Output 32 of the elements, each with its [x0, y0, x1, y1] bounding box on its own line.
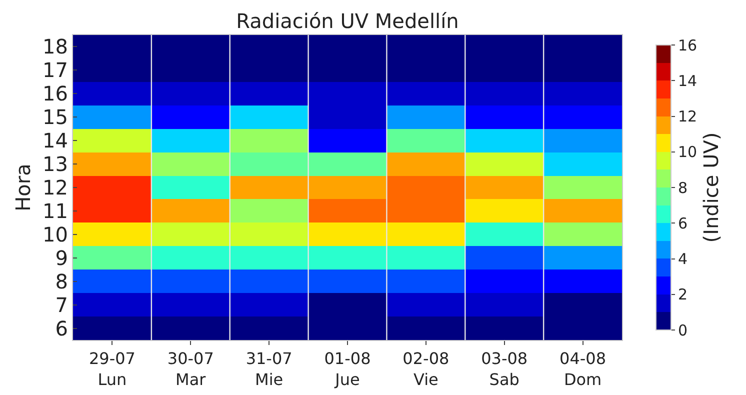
color-bar-title: (Indice UV) — [699, 132, 724, 243]
color-bar-label: 0 — [678, 321, 688, 340]
y-tick-label: 14 — [42, 128, 68, 153]
y-tick-label: 16 — [42, 82, 68, 106]
color-bar-label: 14 — [678, 72, 698, 90]
color-bar-label: 4 — [678, 250, 688, 268]
x-tick-label: 31-07 Mie — [246, 349, 292, 389]
color-bar-label: 8 — [678, 178, 688, 197]
y-tick-label: 13 — [42, 152, 68, 176]
color-bar-label: 10 — [678, 143, 698, 162]
x-tick-label: 04-08 Dom — [560, 349, 606, 389]
y-tick-label: 10 — [42, 222, 68, 246]
color-bar-label: 6 — [678, 214, 688, 232]
y-tick-label: 8 — [55, 269, 68, 294]
y-tick-label: 11 — [42, 198, 68, 223]
y-axis-title: Hora — [11, 164, 36, 212]
x-tick-label: 29-07 Lun — [88, 349, 136, 389]
x-tick-label: 01-08 Jue — [324, 349, 371, 389]
color-bar-label: 12 — [678, 108, 698, 126]
color-bar-label: 16 — [678, 36, 698, 54]
y-tick-label: 6 — [55, 316, 68, 340]
y-tick-label: 9 — [55, 246, 68, 270]
x-tick-label: 03-08 Sab — [481, 349, 528, 389]
x-tick-label: 30-07 Mar — [167, 349, 214, 389]
y-tick-label: 12 — [42, 176, 68, 200]
x-tick-label: 02-08 Vie — [402, 349, 450, 389]
y-tick-label: 15 — [42, 105, 68, 130]
color-bar-label: 2 — [678, 286, 688, 304]
y-tick-label: 7 — [55, 292, 68, 317]
y-tick-label: 17 — [42, 58, 68, 82]
chart-title: Radiación UV Medellín — [236, 8, 459, 33]
y-tick-label: 18 — [42, 34, 68, 59]
